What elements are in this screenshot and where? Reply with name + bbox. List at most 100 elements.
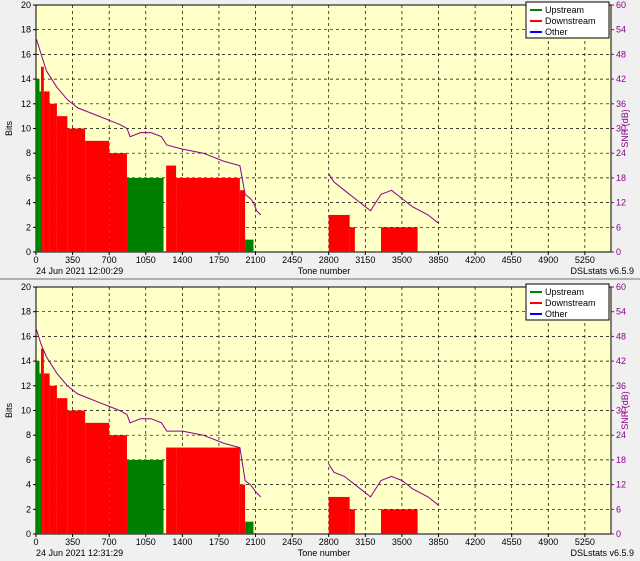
bar-upstream	[36, 361, 40, 534]
y-tick-label: 8	[26, 430, 31, 440]
y-tick-label: 2	[26, 504, 31, 514]
y-axis-label: Bits	[4, 121, 14, 137]
y-tick-label: 18	[21, 25, 31, 35]
x-tick-label: 4200	[465, 537, 485, 547]
bar-downstream	[67, 410, 86, 534]
bar-downstream	[49, 103, 57, 252]
bar-downstream	[43, 91, 50, 252]
bar-downstream	[41, 348, 44, 534]
x-tick-label: 5250	[575, 255, 595, 265]
legend-label: Upstream	[545, 5, 584, 15]
x-tick-label: 2450	[282, 537, 302, 547]
bar-downstream	[328, 496, 350, 534]
y-tick-label: 20	[21, 282, 31, 292]
bar-downstream	[43, 373, 50, 534]
y-tick-label: 10	[21, 406, 31, 416]
y2-tick-label: 0	[616, 529, 621, 539]
x-tick-label: 3150	[355, 255, 375, 265]
y2-tick-label: 6	[616, 504, 621, 514]
bar-downstream	[85, 422, 110, 534]
y2-tick-label: 18	[616, 173, 626, 183]
x-tick-label: 1050	[136, 255, 156, 265]
x-tick-label: 350	[65, 255, 80, 265]
bar-downstream	[49, 385, 57, 534]
chart-svg-2: 0 350 700 1050 1400 1750 2100 2450 2800 3150 3500 3…	[4, 282, 634, 558]
y2-tick-label: 12	[616, 198, 626, 208]
y-tick-label: 18	[21, 307, 31, 317]
bar-upstream	[126, 177, 164, 252]
y2-tick-label: 24	[616, 148, 626, 158]
bar-upstream	[245, 521, 254, 534]
x-tick-label: 4550	[502, 255, 522, 265]
bar-downstream	[176, 177, 240, 252]
x-tick-label: 2450	[282, 255, 302, 265]
software-version: DSLstats v6.5.9	[570, 548, 634, 558]
y-tick-label: 0	[26, 247, 31, 257]
bar-downstream	[109, 435, 127, 534]
y2-tick-label: 48	[616, 49, 626, 59]
bar-downstream	[56, 398, 68, 534]
snr-line	[35, 37, 439, 224]
y-axis-label: Bits	[4, 403, 14, 419]
y2-tick-label: 18	[616, 455, 626, 465]
y-tick-label: 16	[21, 49, 31, 59]
legend-label: Downstream	[545, 16, 596, 26]
y2-axis-label: SNR (dB)	[620, 109, 630, 148]
y2-tick-label: 42	[616, 356, 626, 366]
x-tick-label: 2100	[246, 537, 266, 547]
y-tick-label: 16	[21, 331, 31, 341]
bar-downstream	[109, 153, 127, 252]
y2-tick-label: 36	[616, 381, 626, 391]
x-tick-label: 0	[33, 255, 38, 265]
y2-tick-label: 30	[616, 406, 626, 416]
bar-downstream	[239, 190, 246, 252]
y-tick-label: 20	[21, 0, 31, 10]
bar-downstream	[166, 165, 177, 252]
x-axis-label: Tone number	[298, 266, 351, 276]
snr-line	[35, 328, 439, 506]
bar-upstream	[36, 79, 40, 252]
bar-downstream	[381, 227, 418, 252]
bar-downstream	[67, 128, 86, 252]
y2-axis-label: SNR (dB)	[620, 391, 630, 430]
x-tick-label: 700	[102, 537, 117, 547]
x-tick-label: 4900	[538, 255, 558, 265]
y-tick-label: 6	[26, 173, 31, 183]
timestamp: 24 Jun 2021 12:00:29	[36, 266, 123, 276]
x-tick-label: 1400	[172, 537, 192, 547]
x-tick-label: 0	[33, 537, 38, 547]
y-tick-label: 4	[26, 198, 31, 208]
bitloading-chart-2: 0 350 700 1050 1400 1750 2100 2450 2800 3150 3500 3…	[0, 282, 640, 560]
y2-tick-label: 6	[616, 222, 621, 232]
y-tick-label: 2	[26, 222, 31, 232]
timestamp: 24 Jun 2021 12:31:29	[36, 548, 123, 558]
chart-svg-1: 0 350 700 1050 1400 1750 2100 2450 2800 3150 3500 3…	[4, 0, 634, 276]
bitloading-chart-1: 0 350 700 1050 1400 1750 2100 2450 2800 3150 3500 3…	[0, 0, 640, 280]
x-tick-label: 700	[102, 255, 117, 265]
x-tick-label: 4550	[502, 537, 522, 547]
y2-tick-label: 36	[616, 99, 626, 109]
y-tick-label: 4	[26, 480, 31, 490]
y-tick-label: 14	[21, 74, 31, 84]
x-axis-label: Tone number	[298, 548, 351, 558]
bar-downstream	[349, 227, 355, 252]
legend-label: Other	[545, 27, 568, 37]
x-tick-label: 2800	[319, 537, 339, 547]
x-tick-label: 1750	[209, 255, 229, 265]
bar-upstream	[126, 459, 164, 534]
software-version: DSLstats v6.5.9	[570, 266, 634, 276]
y2-tick-label: 60	[616, 0, 626, 10]
legend-label: Other	[545, 309, 568, 319]
x-tick-label: 2800	[319, 255, 339, 265]
legend-label: Downstream	[545, 298, 596, 308]
x-tick-label: 3850	[428, 537, 448, 547]
x-tick-label: 1750	[209, 537, 229, 547]
x-tick-label: 3850	[428, 255, 448, 265]
x-tick-label: 4200	[465, 255, 485, 265]
y2-tick-label: 60	[616, 282, 626, 292]
y2-tick-label: 48	[616, 331, 626, 341]
y2-tick-label: 54	[616, 307, 626, 317]
y2-tick-label: 30	[616, 124, 626, 134]
